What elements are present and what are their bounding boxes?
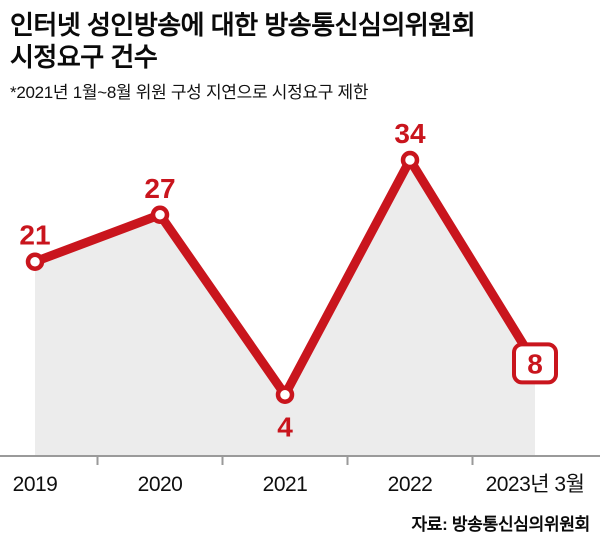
chart-title-line2: 시정요구 건수 — [10, 41, 158, 72]
line-chart: 21 27 4 34 8 2019 2020 2021 2022 2023년 3월 — [0, 116, 600, 508]
chart-subtitle: *2021년 1월~8월 위원 구성 지연으로 시정요구 제한 — [10, 83, 369, 103]
chart-footer: 자료: 방송통신심의위원회 — [10, 510, 590, 535]
value-label: 34 — [394, 118, 426, 149]
value-label: 27 — [144, 172, 175, 203]
x-axis-label: 2022 — [388, 473, 433, 496]
x-axis-label: 2023년 3월 — [486, 473, 585, 496]
value-label: 21 — [19, 219, 50, 250]
area-fill — [35, 159, 535, 455]
x-axis-label: 2021 — [263, 473, 308, 496]
data-point — [150, 205, 170, 224]
source-note: 자료: 방송통신심의위원회 — [411, 514, 590, 534]
chart-title-line1: 인터넷 성인방송에 대한 방송통신심의위원회 — [10, 10, 476, 40]
data-point — [25, 252, 45, 271]
chart-title: 인터넷 성인방송에 대한 방송통신심의위원회 시정요구 건수 — [10, 10, 590, 73]
highlight-value-label: 8 — [527, 348, 543, 379]
data-point — [400, 150, 420, 169]
x-axis-label: 2019 — [13, 473, 58, 496]
chart-header: 인터넷 성인방송에 대한 방송통신심의위원회 시정요구 건수 *2021년 1월… — [10, 10, 590, 104]
chart-svg: 21 27 4 34 8 2019 2020 2021 2022 2023년 3월 — [0, 118, 600, 496]
value-label: 4 — [277, 411, 293, 442]
data-point — [275, 385, 295, 404]
x-axis-label: 2020 — [138, 473, 183, 496]
highlight-badge — [512, 342, 558, 385]
